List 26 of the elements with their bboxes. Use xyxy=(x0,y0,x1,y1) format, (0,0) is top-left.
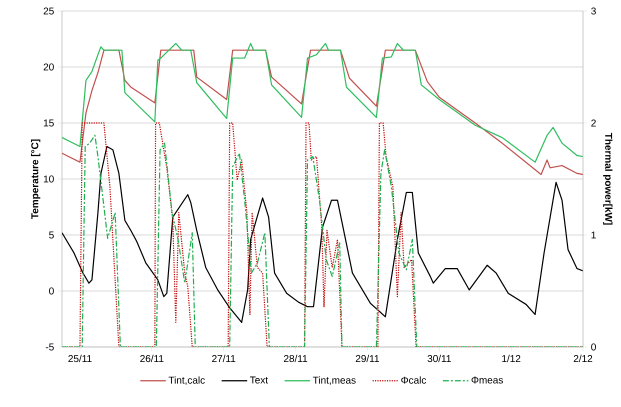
y-tick-label: -5 xyxy=(46,344,54,350)
x-tick-label: 27/11 xyxy=(212,354,236,362)
y-tick-label: 25 xyxy=(44,7,54,15)
legend-label: Tint,calc xyxy=(168,376,205,385)
x-tick-label: 25/11 xyxy=(68,354,92,362)
y2-tick-label: 2 xyxy=(591,120,596,126)
y2-axis-title: Thermal power[kW] xyxy=(603,132,612,225)
y-tick-label: 5 xyxy=(49,232,54,238)
y2-tick-label: 1 xyxy=(592,232,596,238)
x-tick-label: 30/11 xyxy=(428,354,451,362)
x-tick-label: 26/11 xyxy=(140,354,164,362)
x-tick-label: 2/12 xyxy=(574,354,592,362)
x-tick-label: 29/11 xyxy=(356,354,380,362)
legend-label: Φcalc xyxy=(401,376,426,384)
legend-label: Φmeas xyxy=(472,376,503,384)
y-tick-label: 15 xyxy=(44,120,54,126)
legend-label: Text xyxy=(250,376,268,384)
y-tick-label: 0 xyxy=(49,287,54,295)
x-tick-label: 28/11 xyxy=(284,354,308,362)
x-tick-label: 1/12 xyxy=(502,354,520,362)
y2-tick-label: 3 xyxy=(591,7,596,15)
y-tick-label: 10 xyxy=(44,175,54,183)
y-tick-label: 20 xyxy=(44,63,54,71)
y2-tick-label: 0 xyxy=(591,343,596,351)
legend-label: Tint,meas xyxy=(312,376,356,385)
y-axis-title: Temperature [°C] xyxy=(31,139,40,219)
